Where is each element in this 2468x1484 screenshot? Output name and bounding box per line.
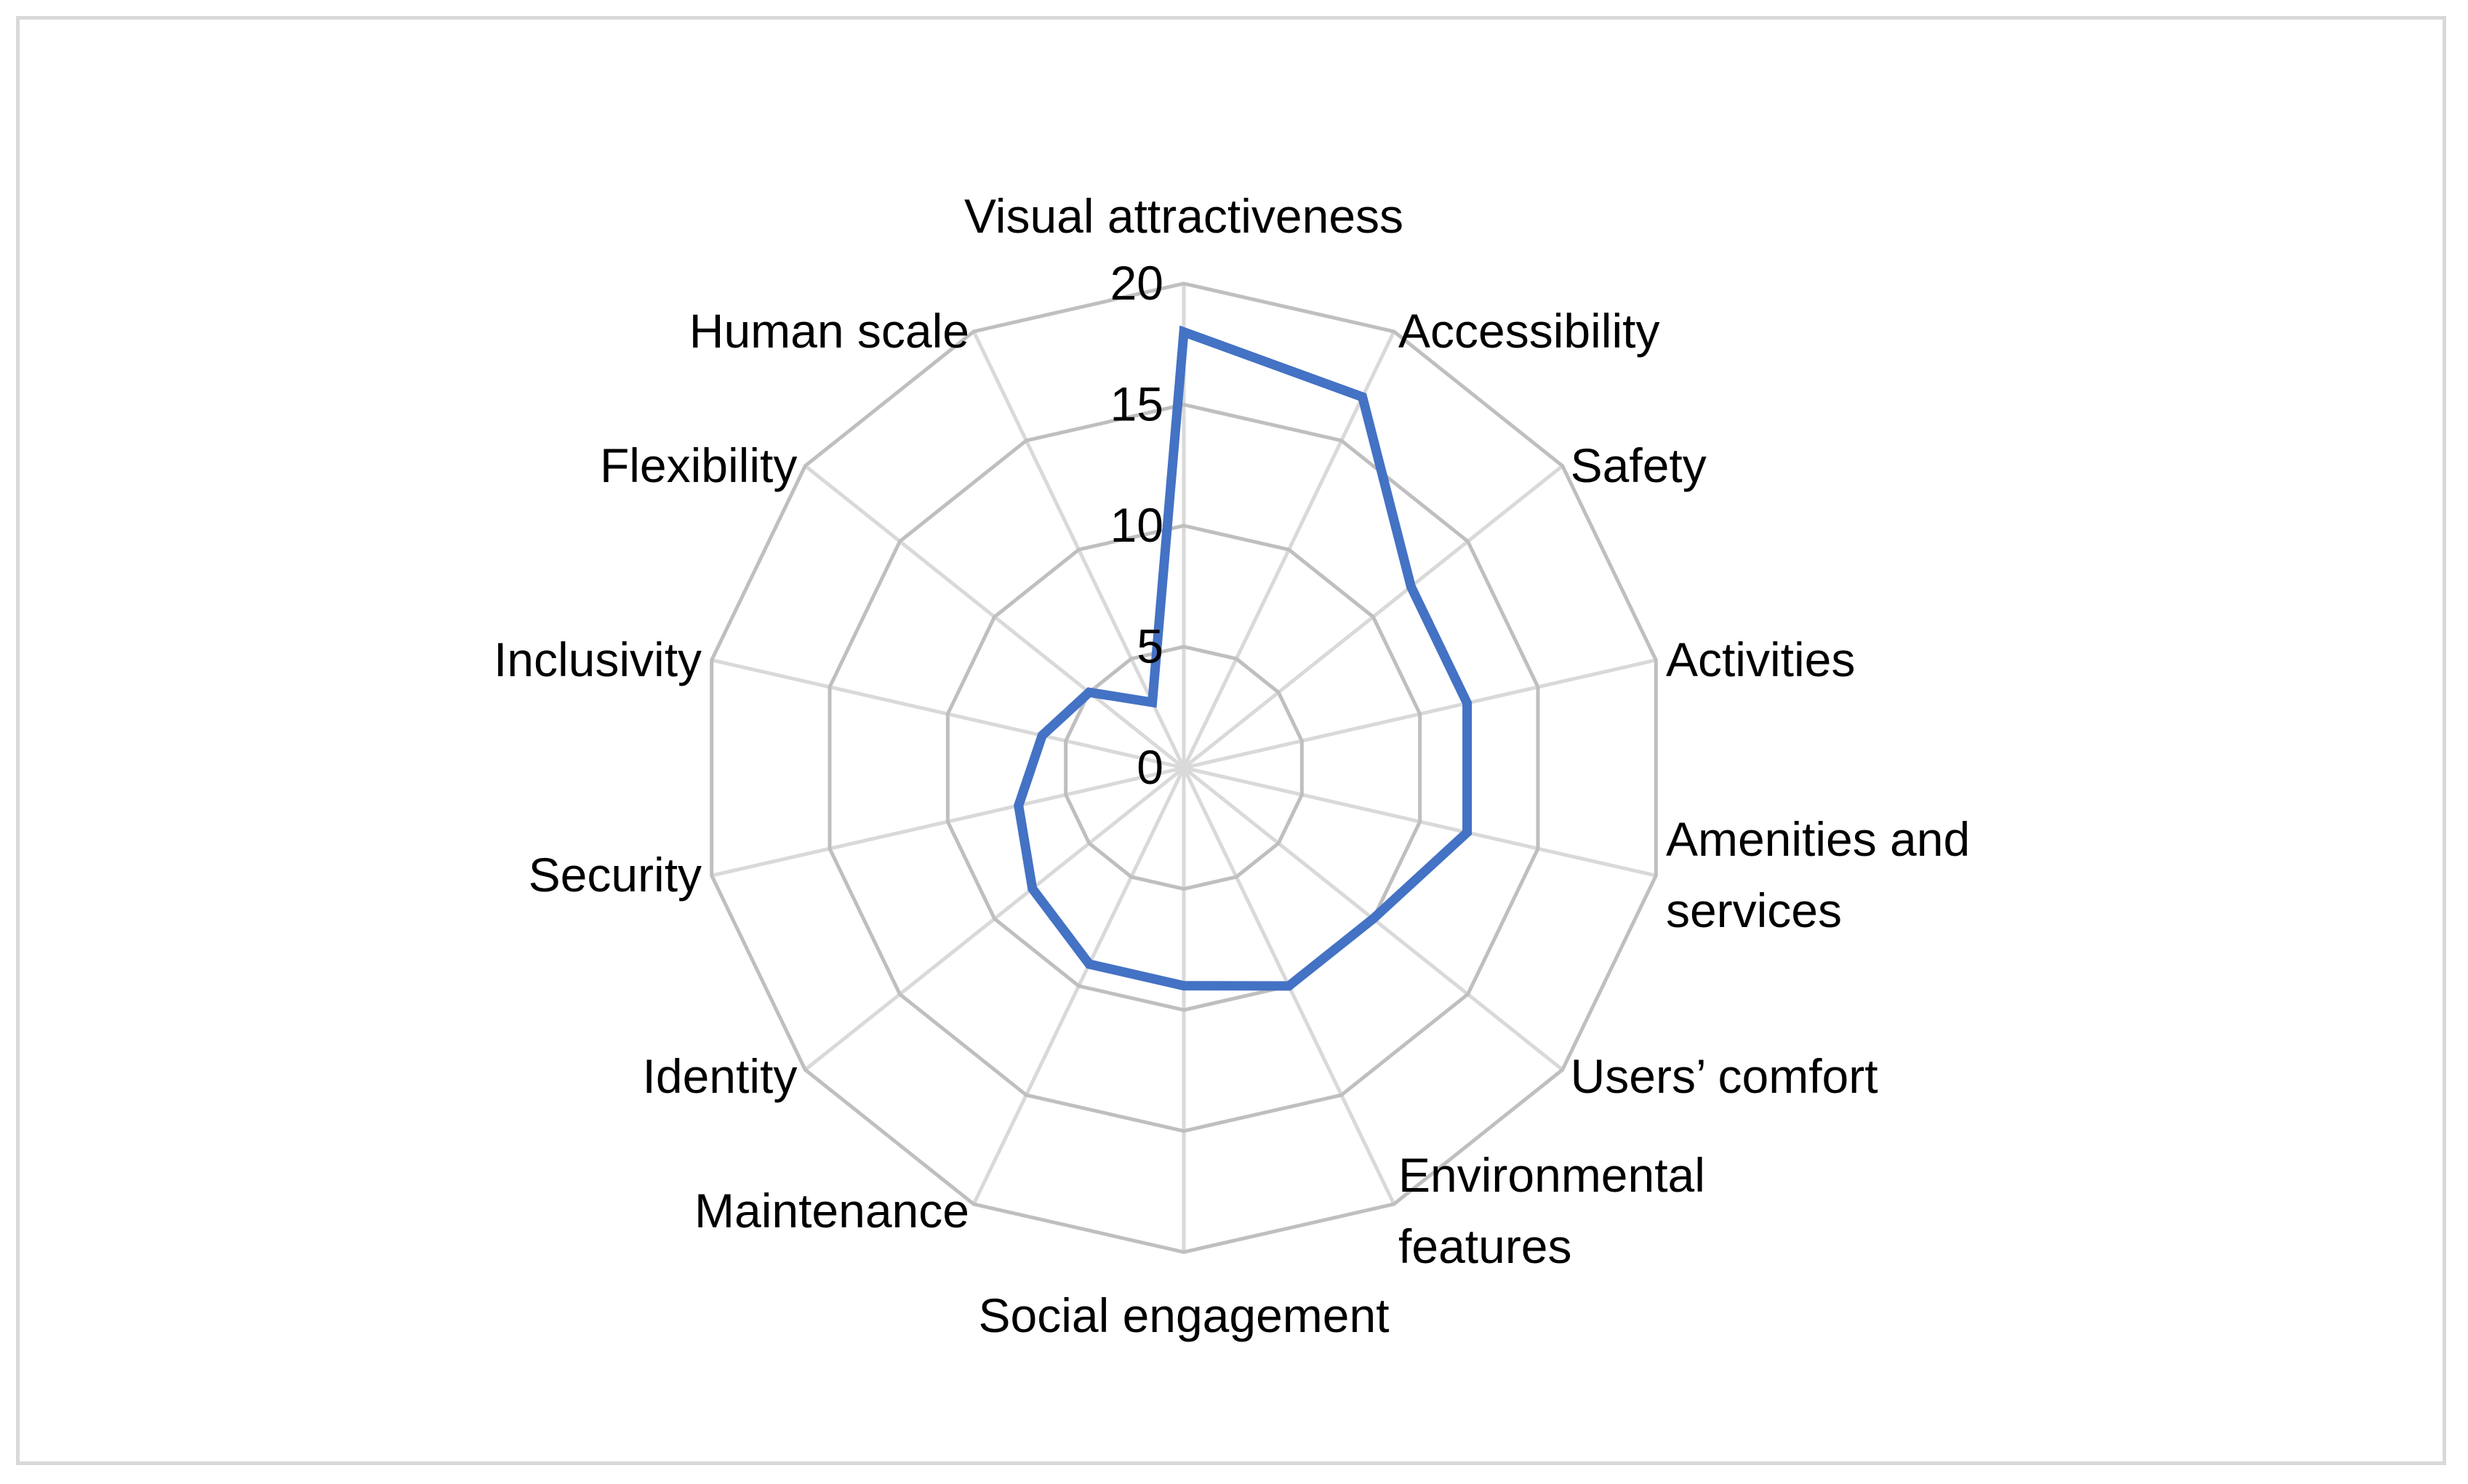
tick-label: 0 bbox=[1137, 740, 1163, 794]
data-point bbox=[1361, 396, 1363, 398]
data-point bbox=[1466, 702, 1468, 705]
tick-label: 5 bbox=[1137, 619, 1163, 673]
category-labels: Visual attractiveness Accessibility Safety… bbox=[494, 189, 1970, 1342]
data-point bbox=[1088, 963, 1090, 966]
category-label: Identity bbox=[643, 1049, 798, 1103]
data-point bbox=[1410, 585, 1412, 587]
radial-tick-labels: 0 5 10 15 20 bbox=[1110, 256, 1163, 794]
tick-label: 15 bbox=[1110, 377, 1163, 431]
category-label: Users’ comfort bbox=[1571, 1049, 1878, 1103]
category-label: Inclusivity bbox=[494, 633, 702, 686]
category-label: Flexibility bbox=[600, 438, 797, 492]
category-label: Safety bbox=[1571, 438, 1707, 492]
category-label: Social engagement bbox=[978, 1288, 1389, 1342]
data-point bbox=[1183, 331, 1185, 333]
radar-series bbox=[1014, 325, 1473, 991]
grid-ring bbox=[828, 402, 1540, 1134]
category-label: Amenities and services bbox=[1666, 812, 1970, 937]
category-label: Accessibility bbox=[1398, 304, 1659, 358]
grid-ring bbox=[1064, 644, 1304, 891]
category-label: Human scale bbox=[689, 304, 969, 358]
category-label: Activities bbox=[1666, 633, 1855, 686]
category-label: Environmental features bbox=[1398, 1148, 1705, 1273]
category-label: Visual attractiveness bbox=[964, 189, 1403, 243]
category-label: Security bbox=[529, 848, 702, 902]
data-point bbox=[1017, 804, 1019, 806]
data-point bbox=[1466, 831, 1468, 833]
data-point bbox=[1041, 734, 1043, 737]
data-point bbox=[1031, 888, 1033, 890]
data-point bbox=[1151, 701, 1153, 703]
data-point bbox=[1372, 918, 1374, 920]
category-label: Maintenance bbox=[694, 1184, 969, 1238]
tick-label: 20 bbox=[1110, 256, 1163, 310]
data-point bbox=[1183, 984, 1185, 987]
grid-ring bbox=[710, 281, 1658, 1254]
data-point bbox=[1288, 985, 1290, 987]
chart-frame bbox=[16, 16, 2446, 1465]
grid-ring bbox=[945, 524, 1422, 1012]
radar-grid bbox=[710, 281, 1658, 1254]
data-point bbox=[1088, 691, 1090, 694]
tick-label: 10 bbox=[1110, 498, 1163, 552]
